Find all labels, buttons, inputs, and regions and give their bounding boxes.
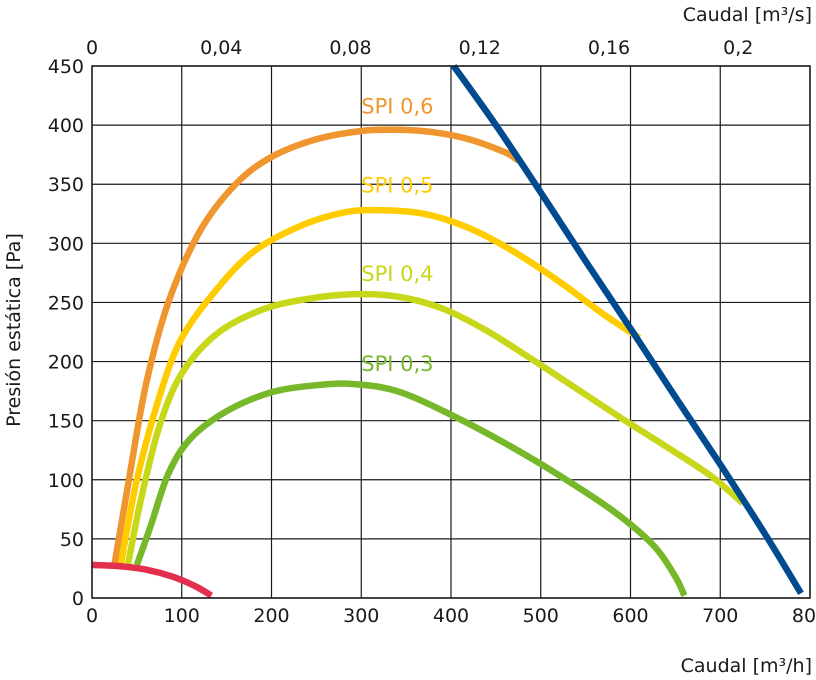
- x-tick-label: 800: [792, 605, 816, 627]
- series-line-spi-0-6: [111, 126, 521, 566]
- x-tick-label: 0: [86, 605, 98, 627]
- series-group: [91, 64, 804, 599]
- series-line-spi-0-5: [117, 206, 642, 566]
- y-tick-label: 0: [72, 588, 84, 610]
- y-tick-label: 300: [48, 233, 84, 255]
- x2-tick-label: 0,2: [723, 37, 753, 59]
- y-tick-label: 400: [48, 115, 84, 137]
- x2-axis-title: Caudal [m³/s]: [683, 4, 812, 26]
- x-axis-title: Caudal [m³/h]: [681, 655, 812, 677]
- x-tick-label: 400: [433, 605, 469, 627]
- grid-lines: [91, 65, 811, 599]
- x-tick-label: 700: [702, 605, 738, 627]
- x2-tick-label: 0: [86, 37, 98, 59]
- x-tick-label: 500: [523, 605, 559, 627]
- y-tick-label: 450: [48, 56, 84, 78]
- series-label-spi-0-4: SPI 0,4: [361, 262, 433, 286]
- series-line-unnamed-5: [451, 64, 804, 595]
- x2-tick-label: 0,16: [588, 37, 630, 59]
- x-tick-label: 300: [343, 605, 379, 627]
- y-tick-label: 100: [48, 470, 84, 492]
- x2-tick-label: 0,12: [459, 37, 501, 59]
- y-tick-label: 150: [48, 411, 84, 433]
- y-axis-title: Presión estática [Pa]: [3, 233, 25, 427]
- y-tick-label: 350: [48, 174, 84, 196]
- x-tick-label: 100: [164, 605, 200, 627]
- x-tick-label: 600: [612, 605, 648, 627]
- x-tick-label: 200: [253, 605, 289, 627]
- series-line-unnamed-4: [91, 561, 214, 599]
- plot-frame: [91, 65, 811, 599]
- y-tick-label: 200: [48, 352, 84, 374]
- series-label-spi-0-3: SPI 0,3: [361, 352, 433, 376]
- series-line-spi-0-3: [133, 380, 688, 598]
- series-label-spi-0-6: SPI 0,6: [361, 94, 433, 118]
- tick-labels: 010020030040050060070080000,040,080,120,…: [48, 37, 816, 627]
- y-tick-label: 250: [48, 292, 84, 314]
- x2-tick-label: 0,08: [329, 37, 371, 59]
- y-tick-label: 50: [60, 529, 84, 551]
- x2-tick-label: 0,04: [200, 37, 242, 59]
- series-line-spi-0-4: [124, 290, 745, 566]
- series-label-spi-0-5: SPI 0,5: [361, 173, 433, 197]
- series-labels: SPI 0,6 SPI 0,5 SPI 0,4 SPI 0,3: [361, 94, 433, 376]
